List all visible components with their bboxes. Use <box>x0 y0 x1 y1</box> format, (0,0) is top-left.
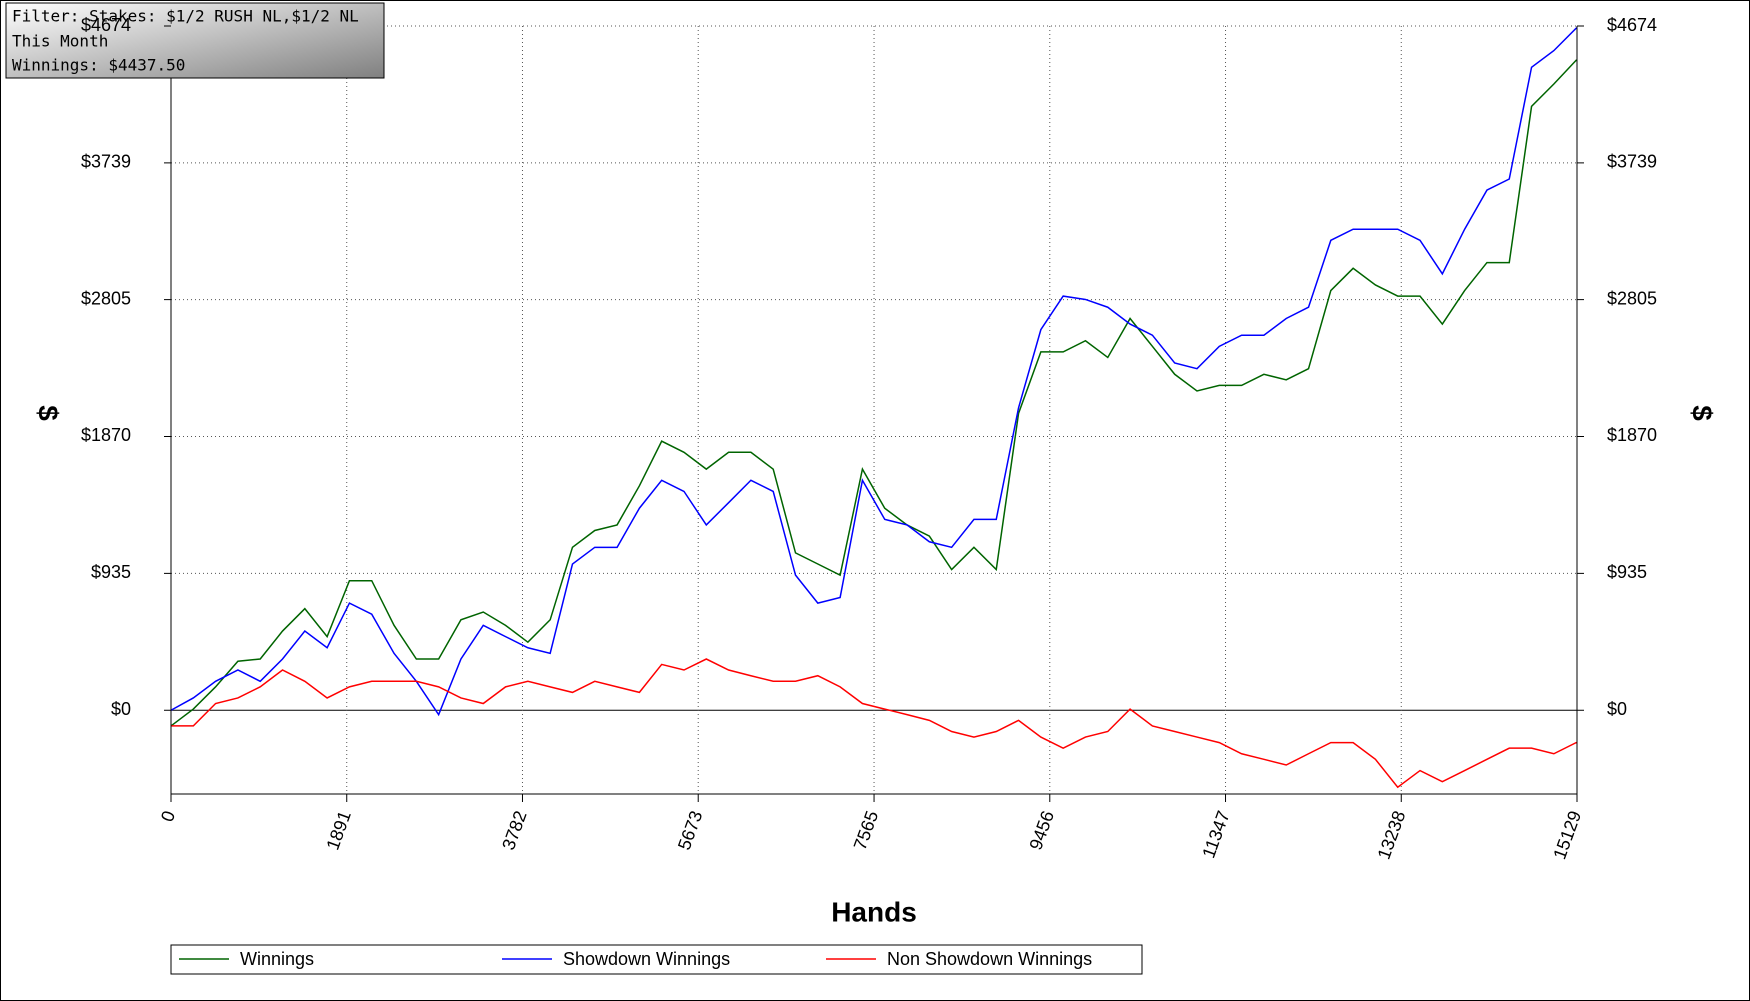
y2-tick-label: $4674 <box>1607 15 1657 35</box>
legend-label: Winnings <box>240 949 314 969</box>
filter-line: Winnings: $4437.50 <box>12 56 185 75</box>
y2-tick-label: $2805 <box>1607 288 1657 308</box>
series-line <box>170 27 1578 717</box>
y2-tick-label: $3739 <box>1607 152 1657 172</box>
filter-box <box>5 2 385 79</box>
y-tick-label: $1870 <box>81 425 131 445</box>
filter-line: This Month <box>12 32 108 51</box>
x-tick-label: 1891 <box>322 808 354 852</box>
legend-label: Non Showdown Winnings <box>887 949 1092 969</box>
x-axis-label: Hands <box>831 896 917 927</box>
x-tick-label: 11347 <box>1198 808 1233 861</box>
x-tick-label: 3782 <box>498 808 530 852</box>
y-tick-label: $2805 <box>81 288 131 308</box>
legend-label: Showdown Winnings <box>563 949 730 969</box>
x-tick-label: 9456 <box>1026 808 1058 852</box>
y2-tick-label: $0 <box>1607 699 1627 719</box>
x-tick-label: 5673 <box>674 808 706 852</box>
y-tick-label: $0 <box>111 699 131 719</box>
x-tick-label: 15129 <box>1549 808 1585 862</box>
series-line <box>171 658 1578 789</box>
x-tick-label: 13238 <box>1374 808 1410 862</box>
y-tick-label: $935 <box>91 562 131 582</box>
y2-tick-label: $935 <box>1607 562 1647 582</box>
y-tick-label: $4674 <box>81 15 131 35</box>
y2-axis-label: $ <box>1687 405 1718 421</box>
y2-tick-label: $1870 <box>1607 425 1657 445</box>
y-axis-label: $ <box>33 405 64 421</box>
y-tick-label: $3739 <box>81 152 131 172</box>
legend <box>170 944 1143 975</box>
x-tick-label: 7565 <box>850 808 882 852</box>
filter-line: Filter: Stakes: $1/2 RUSH NL,$1/2 NL <box>12 7 359 26</box>
series-line <box>170 59 1578 727</box>
x-tick-label: 0 <box>157 808 179 824</box>
